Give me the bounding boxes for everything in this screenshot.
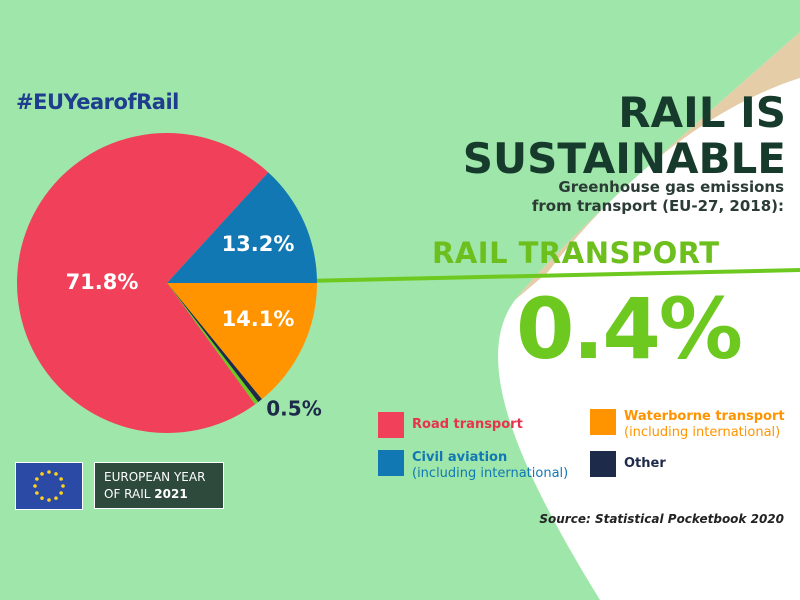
legend-swatch-waterborne: [590, 409, 616, 435]
eu-star-icon: [54, 496, 58, 500]
european-year-of-rail-badge: EUROPEAN YEAR OF RAIL 2021: [94, 462, 224, 509]
eu-star-icon: [59, 477, 63, 481]
legend-civil-aviation-sub: (including international): [412, 466, 569, 481]
pie-slice-rail: [167, 283, 259, 405]
rail-transport-value: 0.4%: [516, 280, 743, 378]
subtitle: Greenhouse gas emissions from transport …: [532, 178, 784, 216]
pie-label-waterborne: 14.1%: [222, 307, 295, 331]
hashtag: #EUYearofRail: [16, 90, 179, 114]
rail-transport-label: RAIL TRANSPORT: [432, 236, 720, 270]
eu-star-icon: [59, 491, 63, 495]
badge-line1: EUROPEAN YEAR: [104, 470, 206, 484]
tan-band: [515, 32, 800, 300]
badge-year: 2021: [154, 487, 188, 501]
eu-star-icon: [54, 472, 58, 476]
legend-label-other: Other: [624, 456, 666, 471]
headline-line2: SUSTAINABLE: [462, 134, 786, 183]
legend-road: Road transport: [378, 412, 523, 438]
eu-star-icon: [35, 491, 39, 495]
legend-swatch-other: [590, 451, 616, 477]
eu-star-icon: [47, 470, 51, 474]
eu-star-icon: [61, 484, 65, 488]
eu-star-icon: [33, 484, 37, 488]
eu-stars-icon: [33, 470, 65, 502]
headline-line1: RAIL IS: [618, 88, 786, 137]
legend-civil-aviation-title: Civil aviation: [412, 450, 508, 465]
legend-waterborne-title: Waterborne transport: [624, 409, 785, 424]
legend-swatch-road: [378, 412, 404, 438]
legend-label-road: Road transport: [412, 417, 523, 432]
pie-label-road: 71.8%: [66, 270, 139, 294]
eu-star-icon: [40, 472, 44, 476]
eu-star-icon: [35, 477, 39, 481]
headline: RAIL IS SUSTAINABLE: [463, 90, 786, 182]
badge-line2: OF RAIL 2021: [104, 486, 223, 503]
legend-civil-aviation: Civil aviation (including international): [378, 450, 568, 482]
legend-label-waterborne: Waterborne transport (including internat…: [624, 409, 785, 441]
subtitle-line1: Greenhouse gas emissions: [558, 178, 784, 196]
eu-star-icon: [47, 498, 51, 502]
pie-slice-waterborne: [167, 283, 317, 400]
eu-flag-icon: [15, 462, 83, 510]
legend-swatch-civil-aviation: [378, 450, 404, 476]
legend-waterborne: Waterborne transport (including internat…: [590, 409, 785, 441]
legend-other: Other: [590, 451, 666, 477]
source-note: Source: Statistical Pocketbook 2020: [539, 512, 784, 526]
pie-slice-civil-aviation: [167, 172, 317, 283]
legend-label-civil-aviation: Civil aviation (including international): [412, 450, 568, 482]
badge-line2-prefix: OF RAIL: [104, 487, 155, 501]
pie-slice-road: [17, 132, 269, 433]
legend-waterborne-sub: (including international): [624, 425, 781, 440]
eu-star-icon: [40, 496, 44, 500]
subtitle-line2: from transport (EU-27, 2018):: [531, 197, 784, 215]
pie-slice-other: [167, 283, 262, 403]
white-wedge: [548, 78, 800, 276]
pie-label-civil-aviation: 13.2%: [222, 232, 295, 256]
pie-label-other: 0.5%: [266, 397, 321, 421]
